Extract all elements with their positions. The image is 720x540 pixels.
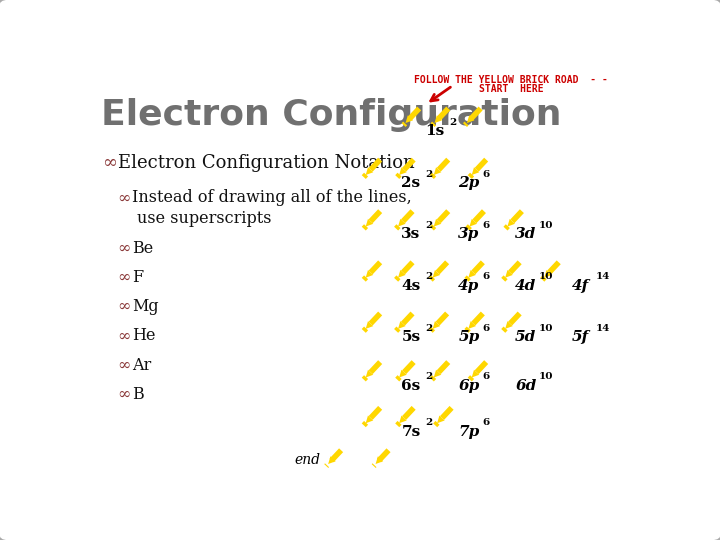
- Text: 5s: 5s: [401, 330, 420, 344]
- Text: Mg: Mg: [132, 298, 159, 315]
- Text: ∞: ∞: [117, 269, 130, 286]
- Text: end: end: [294, 453, 320, 467]
- Text: 5d: 5d: [516, 330, 536, 344]
- Text: F: F: [132, 269, 143, 286]
- Text: 10: 10: [539, 323, 554, 333]
- Text: He: He: [132, 327, 156, 345]
- Text: ∞: ∞: [117, 240, 130, 257]
- Text: 7s: 7s: [401, 424, 420, 438]
- Text: ∞: ∞: [117, 356, 130, 374]
- Text: ∞: ∞: [102, 153, 117, 172]
- Text: 2s: 2s: [401, 176, 420, 190]
- Text: 4d: 4d: [516, 279, 536, 293]
- Text: 4s: 4s: [401, 279, 420, 293]
- Text: 1s: 1s: [425, 124, 444, 138]
- Text: 6: 6: [482, 323, 490, 333]
- Text: ∞: ∞: [117, 190, 130, 206]
- Text: 14: 14: [596, 323, 611, 333]
- Text: 6d: 6d: [516, 379, 536, 393]
- Text: FOLLOW THE YELLOW BRICK ROAD  - -: FOLLOW THE YELLOW BRICK ROAD - -: [414, 75, 608, 85]
- Text: 10: 10: [539, 221, 554, 230]
- Text: 4f: 4f: [572, 279, 589, 293]
- Text: 2: 2: [426, 323, 433, 333]
- Text: 3p: 3p: [459, 227, 480, 241]
- Text: 2: 2: [426, 372, 433, 381]
- Text: 6p: 6p: [459, 379, 480, 393]
- Text: Electron Configuration: Electron Configuration: [101, 98, 562, 132]
- Text: Instead of drawing all of the lines,: Instead of drawing all of the lines,: [132, 190, 412, 206]
- Text: use superscripts: use superscripts: [138, 210, 272, 227]
- Text: 6: 6: [482, 372, 490, 381]
- Text: 6: 6: [482, 221, 490, 230]
- Text: 2: 2: [426, 418, 433, 427]
- Text: B: B: [132, 386, 144, 403]
- Text: 6s: 6s: [401, 379, 420, 393]
- Text: 3s: 3s: [401, 227, 420, 241]
- Text: 2: 2: [449, 118, 456, 127]
- Text: Ar: Ar: [132, 356, 152, 374]
- Text: 5f: 5f: [572, 330, 589, 344]
- Text: 2: 2: [426, 170, 433, 179]
- Text: 2: 2: [426, 272, 433, 281]
- Text: 4p: 4p: [459, 279, 480, 293]
- Text: START  HERE: START HERE: [479, 84, 544, 93]
- Text: 6: 6: [482, 418, 490, 427]
- Text: 3d: 3d: [516, 227, 536, 241]
- Text: Be: Be: [132, 240, 153, 257]
- Text: 10: 10: [539, 272, 554, 281]
- Text: 10: 10: [539, 372, 554, 381]
- Text: ∞: ∞: [117, 386, 130, 403]
- Text: ∞: ∞: [117, 327, 130, 345]
- Text: 6: 6: [482, 170, 490, 179]
- Text: 7p: 7p: [459, 424, 480, 438]
- Text: 2: 2: [426, 221, 433, 230]
- Text: 6: 6: [482, 272, 490, 281]
- Text: ∞: ∞: [117, 298, 130, 315]
- Text: 2p: 2p: [459, 176, 480, 190]
- Text: Electron Configuration Notation: Electron Configuration Notation: [118, 153, 415, 172]
- Text: 14: 14: [596, 272, 611, 281]
- Text: 5p: 5p: [459, 330, 480, 344]
